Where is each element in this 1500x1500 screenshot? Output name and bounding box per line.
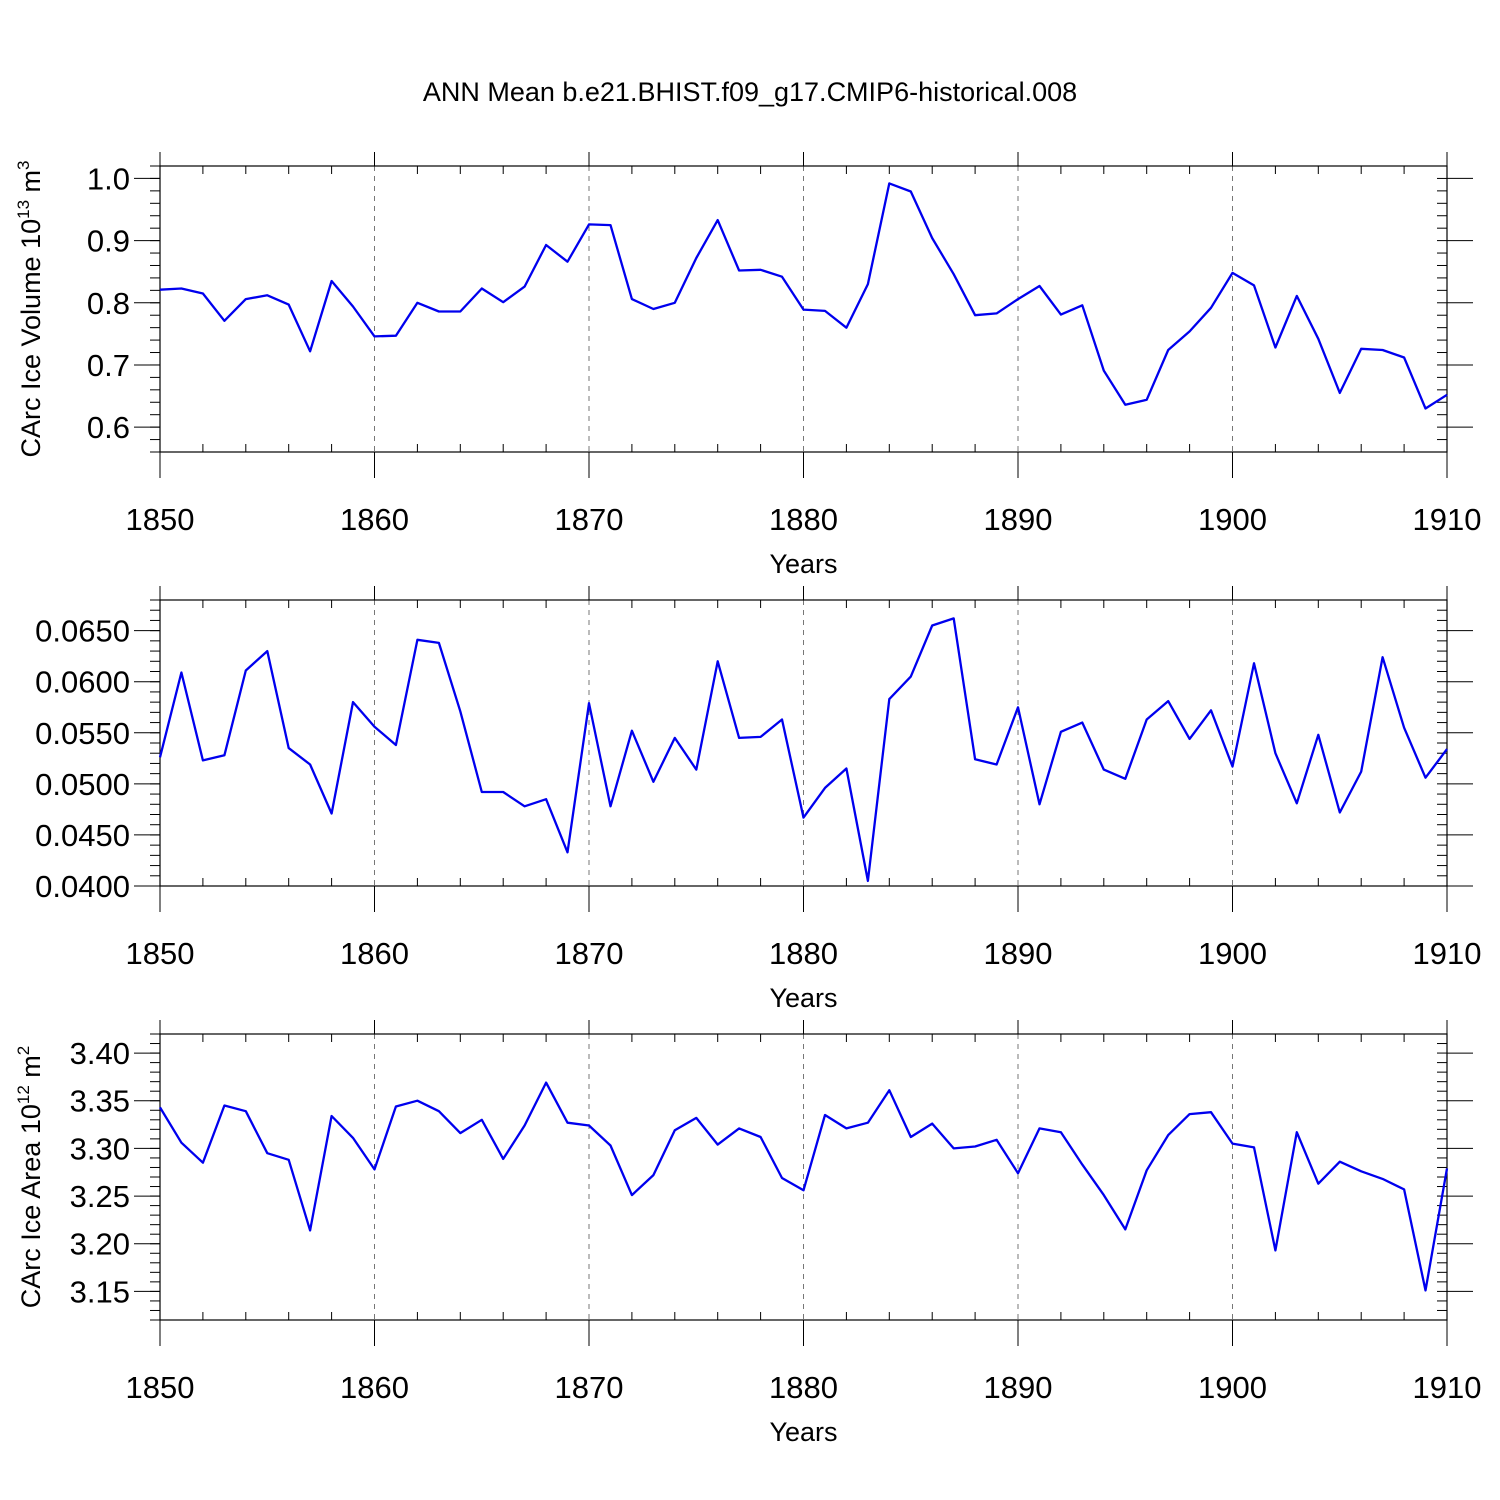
series-line (159, 1081, 1449, 1292)
panel-2: 1850 1860 1870 1880 1890 1900 1910 Years 0.0400 0… (35, 586, 1481, 1013)
x-tick-label: 1860 (340, 502, 409, 537)
x-tick-label: 1880 (769, 502, 838, 537)
y-axis-title: CArc Ice Volume 1013 m3 (14, 160, 46, 457)
x-tick-label: 1880 (769, 936, 838, 971)
x-tick-label: 1860 (340, 936, 409, 971)
x-tick-label: 1850 (126, 936, 195, 971)
y-axis-title: CArc Ice Area 1012 m2 (14, 1046, 46, 1309)
x-tick-label: 1870 (555, 502, 624, 537)
x-tick-label: 1910 (1413, 502, 1482, 537)
x-tick-label: 1890 (984, 936, 1053, 971)
x-tick-label: 1870 (555, 1370, 624, 1405)
y-tick-label: 0.6 (87, 410, 130, 445)
panel-1: 1850 1860 1870 1880 1890 1900 1910 Years 0.6 0.7 0… (14, 152, 1481, 579)
y-axis-title-text: CArc Ice Volume 10 (16, 219, 46, 458)
x-tick-label: 1910 (1413, 1370, 1482, 1405)
x-tick-label: 1890 (984, 1370, 1053, 1405)
y-tick-label: 3.40 (70, 1036, 130, 1071)
x-tick-label: 1860 (340, 1370, 409, 1405)
y-tick-label: 0.8 (87, 286, 130, 321)
y-tick-label: 3.35 (70, 1084, 130, 1119)
y-tick-label: 3.15 (70, 1274, 130, 1309)
x-tick-label: 1890 (984, 502, 1053, 537)
x-tick-label: 1880 (769, 1370, 838, 1405)
y-tick-label: 0.7 (87, 348, 130, 383)
x-tick-label: 1900 (1198, 1370, 1267, 1405)
chart-title: ANN Mean b.e21.BHIST.f09_g17.CMIP6-histo… (423, 77, 1077, 107)
y-axis-title-exponent: 12 (14, 1085, 33, 1104)
x-axis-title: Years (769, 549, 837, 579)
y-tick-label: 3.20 (70, 1227, 130, 1262)
x-tick-label: 1910 (1413, 936, 1482, 971)
x-tick-label: 1850 (126, 502, 195, 537)
y-axis-title-exponent: 13 (14, 200, 33, 219)
y-axis-title-unit-exponent: 2 (14, 1046, 33, 1055)
y-tick-label: 0.0600 (35, 665, 130, 700)
y-tick-label: 0.0650 (35, 614, 130, 649)
y-axis-title-unit: m (16, 170, 46, 200)
y-tick-label: 0.0450 (35, 818, 130, 853)
x-tick-label: 1900 (1198, 936, 1267, 971)
y-tick-label: 0.9 (87, 224, 130, 259)
y-tick-label: 1.0 (87, 161, 130, 196)
y-axis-title-unit-exponent: 3 (14, 160, 33, 169)
panel-3: 1850 1860 1870 1880 1890 1900 1910 Years 3.15 3.2… (14, 1020, 1481, 1447)
y-axis-title-unit: m (16, 1055, 46, 1085)
x-axis-title: Years (769, 983, 837, 1013)
y-tick-label: 0.0400 (35, 869, 130, 904)
x-tick-label: 1870 (555, 936, 624, 971)
y-tick-label: 0.0550 (35, 716, 130, 751)
y-tick-label: 3.25 (70, 1179, 130, 1214)
y-tick-label: 3.30 (70, 1131, 130, 1166)
series-line (158, 617, 1448, 883)
y-tick-label: 0.0500 (35, 767, 130, 802)
x-tick-label: 1850 (126, 1370, 195, 1405)
y-axis-title-text: CArc Ice Area 10 (16, 1104, 46, 1308)
x-tick-label: 1900 (1198, 502, 1267, 537)
x-axis-title: Years (769, 1417, 837, 1447)
series-line (159, 182, 1448, 410)
